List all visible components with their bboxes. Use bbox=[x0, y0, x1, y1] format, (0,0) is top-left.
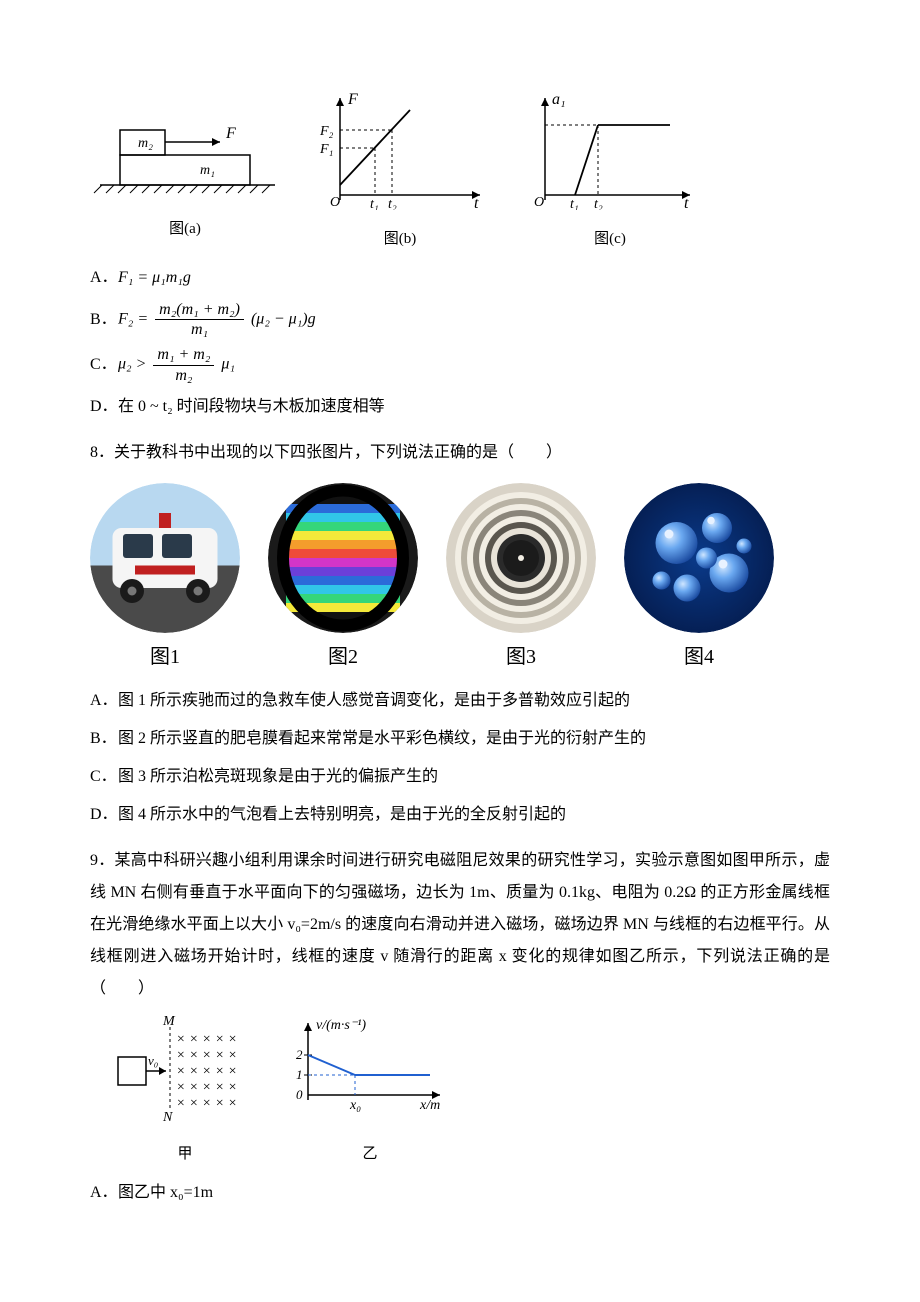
q8-image-row: 图1 bbox=[90, 483, 830, 677]
q8-img1-caption: 图1 bbox=[90, 637, 240, 677]
svg-text:F₂: F₂ bbox=[319, 124, 334, 139]
fig-jia-caption: 甲 bbox=[110, 1139, 260, 1169]
svg-text:t: t bbox=[684, 195, 689, 210]
q7-opt-c: C． μ₂ > m₁ + m₂ m₂ μ₁ bbox=[90, 345, 830, 384]
fig-jia-svg: M N × × × × × × × × × × × × × × × × × × … bbox=[110, 1015, 260, 1125]
m1-label: m₁ bbox=[200, 163, 215, 178]
q8-img3-caption: 图3 bbox=[446, 637, 596, 677]
svg-text:x₀: x₀ bbox=[349, 1098, 361, 1113]
q8-img3-block: 图3 bbox=[446, 483, 596, 677]
fig-b-svg: F₁ F₂ t₁ t₂ O F t bbox=[310, 90, 490, 210]
fig-yi-caption: 乙 bbox=[280, 1139, 460, 1169]
fig-jia-block: M N × × × × × × × × × × × × × × × × × × … bbox=[110, 1015, 260, 1169]
fig-yi-svg: 0 1 2 x₀ v/(m·s⁻¹) x/m bbox=[280, 1015, 460, 1125]
q8-img3-svg bbox=[446, 483, 596, 633]
svg-text:O: O bbox=[330, 195, 340, 210]
svg-text:× × × × ×: × × × × × bbox=[176, 1064, 237, 1079]
fig-c-caption: 图(c) bbox=[520, 224, 700, 254]
svg-text:1: 1 bbox=[296, 1067, 303, 1082]
q8-img2-svg bbox=[268, 483, 418, 633]
q8-img4-caption: 图4 bbox=[624, 637, 774, 677]
F-label: F bbox=[225, 125, 236, 142]
fig-c-svg: t₁ t₂ O a₁ t bbox=[520, 90, 700, 210]
fig-yi-block: 0 1 2 x₀ v/(m·s⁻¹) x/m 乙 bbox=[280, 1015, 460, 1169]
q8-img2-caption: 图2 bbox=[268, 637, 418, 677]
svg-text:× × × × ×: × × × × × bbox=[176, 1032, 237, 1047]
svg-text:F: F bbox=[347, 91, 358, 108]
svg-text:t: t bbox=[474, 195, 479, 210]
q8-img4-svg bbox=[624, 483, 774, 633]
svg-text:a₁: a₁ bbox=[552, 91, 566, 108]
q8-img2-block: 图2 bbox=[268, 483, 418, 677]
svg-text:F₁: F₁ bbox=[319, 142, 333, 157]
svg-text:t₂: t₂ bbox=[388, 197, 397, 210]
q7-opt-a: A． F₁ = μ₁m₁g bbox=[90, 262, 830, 294]
fig-a-caption: 图(a) bbox=[90, 214, 280, 244]
svg-text:0: 0 bbox=[296, 1087, 303, 1102]
q8-img1-svg bbox=[90, 483, 240, 633]
q8-opt-d: D．图 4 所示水中的气泡看上去特别明亮，是由于光的全反射引起的 bbox=[90, 799, 830, 831]
q7-figure-row: m₂ m₁ F 图(a) F₁ F₂ t₁ t₂ O F t 图(b) bbox=[90, 90, 830, 254]
svg-text:O: O bbox=[534, 195, 544, 210]
m2-label: m₂ bbox=[138, 136, 153, 151]
svg-text:2: 2 bbox=[296, 1047, 303, 1062]
q9-stem: 9．某高中科研兴趣小组利用课余时间进行研究电磁阻尼效果的研究性学习，实验示意图如… bbox=[90, 845, 830, 1005]
svg-text:v/(m·s⁻¹): v/(m·s⁻¹) bbox=[316, 1018, 366, 1033]
svg-text:t₂: t₂ bbox=[594, 197, 603, 210]
svg-text:M: M bbox=[162, 1015, 176, 1029]
fig-b-caption: 图(b) bbox=[310, 224, 490, 254]
svg-text:x/m: x/m bbox=[419, 1098, 440, 1113]
fig-c-block: t₁ t₂ O a₁ t 图(c) bbox=[520, 90, 700, 254]
q8-opt-a: A．图 1 所示疾驰而过的急救车使人感觉音调变化，是由于多普勒效应引起的 bbox=[90, 685, 830, 717]
q8-img4-block: 图4 bbox=[624, 483, 774, 677]
q9-opt-a: A．图乙中 x₀=1m bbox=[90, 1177, 830, 1209]
fig-b-block: F₁ F₂ t₁ t₂ O F t 图(b) bbox=[310, 90, 490, 254]
q9-figure-row: M N × × × × × × × × × × × × × × × × × × … bbox=[110, 1015, 830, 1169]
q8-opt-b: B．图 2 所示竖直的肥皂膜看起来常常是水平彩色横纹，是由于光的衍射产生的 bbox=[90, 723, 830, 755]
svg-text:t₁: t₁ bbox=[370, 197, 379, 210]
q8-stem: 8．关于教科书中出现的以下四张图片，下列说法正确的是（ ） bbox=[90, 437, 830, 469]
q7-opt-b: B． F₂ = m₂(m₁ + m₂) m₁ (μ₂ − μ₁)g bbox=[90, 300, 830, 339]
svg-text:× × × × ×: × × × × × bbox=[176, 1048, 237, 1063]
q8-opt-c: C．图 3 所示泊松亮斑现象是由于光的偏振产生的 bbox=[90, 761, 830, 793]
svg-text:× × × × ×: × × × × × bbox=[176, 1096, 237, 1111]
svg-text:t₁: t₁ bbox=[570, 197, 579, 210]
fig-a-svg: m₂ m₁ F bbox=[90, 90, 280, 200]
q8-img1-block: 图1 bbox=[90, 483, 240, 677]
fig-a-block: m₂ m₁ F 图(a) bbox=[90, 90, 280, 254]
svg-text:v₀: v₀ bbox=[148, 1053, 158, 1068]
svg-text:× × × × ×: × × × × × bbox=[176, 1080, 237, 1095]
svg-text:N: N bbox=[162, 1110, 173, 1125]
q7-opt-d: D． 在 0 ~ t₂ 时间段物块与木板加速度相等 bbox=[90, 391, 830, 423]
